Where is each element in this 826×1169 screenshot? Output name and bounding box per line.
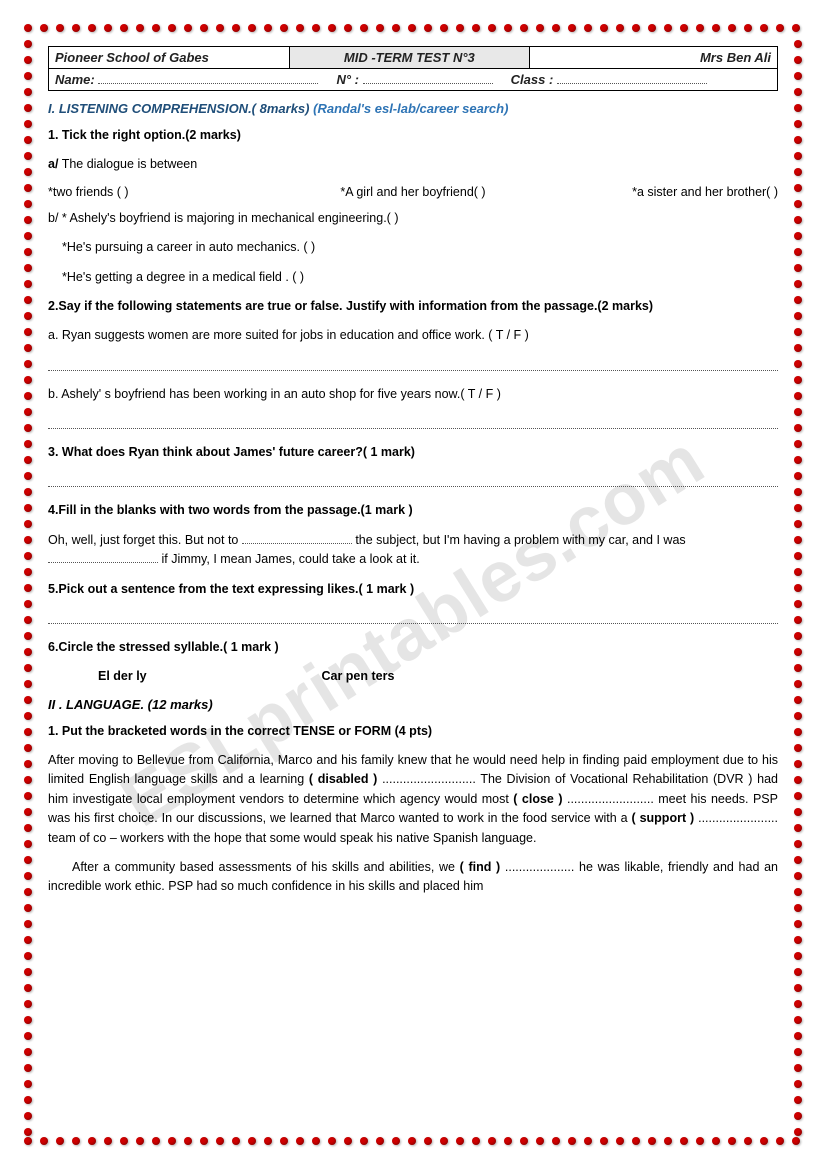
header-table: Pioneer School of Gabes MID -TERM TEST N…	[48, 46, 778, 91]
header-title: MID -TERM TEST N°3	[289, 47, 530, 69]
q1a-opt3[interactable]: *a sister and her brother( )	[535, 185, 778, 199]
p2b: ( find )	[460, 860, 501, 874]
lang1-p1: After moving to Bellevue from California…	[48, 751, 778, 848]
lang1-heading: 1. Put the bracketed words in the correc…	[48, 722, 778, 741]
q2a[interactable]: a. Ryan suggests women are more suited f…	[48, 326, 778, 345]
q5-answer-line[interactable]	[48, 613, 778, 624]
page-content: Pioneer School of Gabes MID -TERM TEST N…	[48, 46, 778, 1123]
q2a-answer-line[interactable]	[48, 360, 778, 371]
q4-text: Oh, well, just forget this. But not to t…	[48, 531, 778, 570]
section1-title: I. LISTENING COMPREHENSION.( 8marks)	[48, 101, 310, 116]
q1a-label: a/ a/ The dialogue is betweenThe dialogu…	[48, 155, 778, 174]
num-label: N° :	[336, 72, 359, 87]
class-label: Class :	[511, 72, 554, 87]
q1a-options: *two friends ( ) *A girl and her boyfrie…	[48, 185, 778, 199]
q4-after: if Jimmy, I mean James, could take a loo…	[161, 552, 419, 566]
q1-heading: 1. Tick the right option.(2 marks)	[48, 126, 778, 145]
q4-blank2[interactable]	[48, 552, 158, 563]
q4-blank1[interactable]	[242, 533, 352, 544]
section2-heading: II . LANGUAGE. (12 marks)	[48, 697, 778, 712]
q3-answer-line[interactable]	[48, 476, 778, 487]
section1-heading: I. LISTENING COMPREHENSION.( 8marks) (Ra…	[48, 101, 778, 116]
q6-words: El der ly Car pen ters	[48, 667, 778, 686]
p2a: After a community based assessments of h…	[72, 860, 460, 874]
q1b-line3[interactable]: *He's getting a degree in a medical fiel…	[62, 268, 778, 287]
p1b: ( disabled )	[309, 772, 377, 786]
q1b-line2[interactable]: *He's pursuing a career in auto mechanic…	[62, 238, 778, 257]
section1-sub: (Randal's esl-lab/career search)	[313, 101, 508, 116]
q2b[interactable]: b. Ashely' s boyfriend has been working …	[48, 385, 778, 404]
name-label: Name:	[55, 72, 95, 87]
q4-mid: the subject, but I'm having a problem wi…	[355, 533, 685, 547]
p1d: ( close )	[513, 792, 562, 806]
q5-heading: 5.Pick out a sentence from the text expr…	[48, 580, 778, 599]
p1f: ( support )	[632, 811, 695, 825]
q1b-line1[interactable]: b/ * Ashely's boyfriend is majoring in m…	[48, 209, 778, 228]
q1a-opt2[interactable]: *A girl and her boyfriend( )	[291, 185, 534, 199]
q1a-opt1[interactable]: *two friends ( )	[48, 185, 291, 199]
q6-w1[interactable]: El der ly	[98, 667, 318, 686]
header-fields: Name: N° : Class :	[49, 69, 778, 91]
q4-before: Oh, well, just forget this. But not to	[48, 533, 242, 547]
q4-heading: 4.Fill in the blanks with two words from…	[48, 501, 778, 520]
q2-heading: 2.Say if the following statements are tr…	[48, 297, 778, 316]
header-teacher: Mrs Ben Ali	[530, 47, 778, 69]
q3-heading: 3. What does Ryan think about James' fut…	[48, 443, 778, 462]
header-school: Pioneer School of Gabes	[49, 47, 290, 69]
q6-heading: 6.Circle the stressed syllable.( 1 mark …	[48, 638, 778, 657]
q2b-answer-line[interactable]	[48, 418, 778, 429]
q6-w2[interactable]: Car pen ters	[321, 669, 394, 683]
lang1-p2: After a community based assessments of h…	[48, 858, 778, 897]
